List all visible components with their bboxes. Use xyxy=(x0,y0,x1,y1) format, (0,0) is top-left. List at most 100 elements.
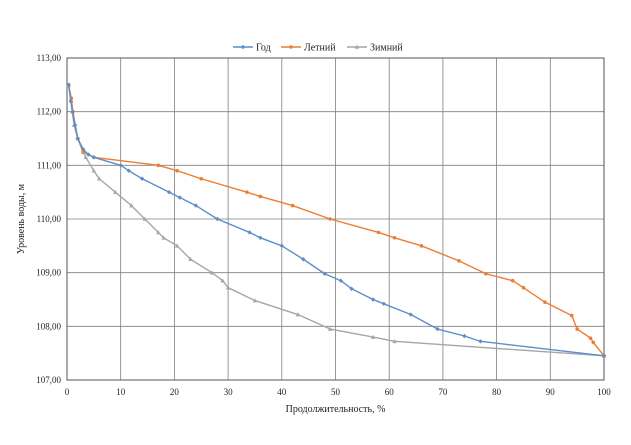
y-tick-label: 109,00 xyxy=(36,268,61,278)
data-point xyxy=(118,163,123,168)
data-point xyxy=(484,271,488,276)
x-tick-label: 90 xyxy=(546,387,556,397)
data-point xyxy=(240,44,246,50)
data-point xyxy=(392,235,397,240)
y-tick-label: 110,00 xyxy=(37,214,62,224)
x-tick-label: 80 xyxy=(492,387,502,397)
data-point xyxy=(139,176,145,181)
data-point xyxy=(75,136,80,141)
data-point xyxy=(601,353,607,359)
data-point xyxy=(72,122,78,128)
data-point xyxy=(215,216,220,222)
data-point xyxy=(457,259,461,263)
data-point xyxy=(338,278,344,283)
series-lines xyxy=(66,82,607,359)
data-point xyxy=(478,339,483,344)
legend-item: Год xyxy=(233,43,271,54)
data-point xyxy=(279,243,284,249)
data-point xyxy=(193,203,199,208)
data-point xyxy=(569,313,574,318)
data-point xyxy=(70,109,75,114)
data-point xyxy=(295,312,301,317)
data-point xyxy=(91,168,97,173)
tick-labels: 0 10 20 30 40 50 60 70 80 90 100 107,00 108,00 109,00… xyxy=(36,53,611,397)
data-point xyxy=(199,176,204,181)
data-point xyxy=(376,230,381,235)
data-point xyxy=(142,216,148,221)
data-point xyxy=(354,44,360,49)
data-point xyxy=(174,243,180,248)
data-point xyxy=(435,326,440,332)
series-1 xyxy=(66,82,607,359)
legend-label: Летний xyxy=(304,43,336,54)
y-tick-label: 108,00 xyxy=(36,321,61,331)
data-point xyxy=(258,235,263,240)
x-tick-label: 30 xyxy=(224,387,234,397)
axes xyxy=(66,57,605,381)
data-point xyxy=(66,82,71,88)
data-point xyxy=(166,189,172,195)
legend-label: Год xyxy=(256,43,271,54)
x-tick-label: 70 xyxy=(438,387,448,397)
data-point xyxy=(588,336,593,340)
legend: Год Летний Зимний xyxy=(233,43,403,54)
x-tick-label: 60 xyxy=(385,387,395,397)
x-tick-label: 0 xyxy=(65,387,70,397)
data-point xyxy=(188,256,193,262)
data-point xyxy=(68,98,73,104)
data-point xyxy=(327,326,333,331)
data-point xyxy=(156,230,161,235)
data-point xyxy=(175,168,179,173)
legend-item: Зимний xyxy=(347,43,403,54)
data-point xyxy=(521,285,526,290)
data-point xyxy=(370,297,376,302)
data-point xyxy=(156,163,161,168)
data-point xyxy=(575,327,579,331)
data-point xyxy=(97,176,102,181)
y-tick-label: 112,00 xyxy=(37,107,62,117)
data-point xyxy=(381,301,387,306)
data-point xyxy=(370,334,376,339)
data-point xyxy=(392,338,397,344)
data-point xyxy=(129,203,134,208)
data-point xyxy=(328,217,332,221)
data-point xyxy=(408,312,413,317)
data-point xyxy=(252,298,258,303)
data-point xyxy=(247,230,252,235)
data-point xyxy=(161,235,166,240)
y-tick-label: 107,00 xyxy=(36,375,61,385)
series-2 xyxy=(66,83,606,358)
data-point xyxy=(591,340,596,345)
legend-item: Летний xyxy=(281,43,336,54)
data-point xyxy=(91,155,97,160)
data-point xyxy=(245,190,249,194)
grid xyxy=(66,57,605,381)
data-point xyxy=(225,285,231,290)
data-point xyxy=(126,168,131,173)
data-point xyxy=(419,244,424,248)
data-point xyxy=(290,203,295,208)
data-point xyxy=(510,278,515,283)
y-tick-label: 113,00 xyxy=(37,53,62,63)
data-point xyxy=(462,333,467,339)
data-point xyxy=(220,278,225,283)
data-point xyxy=(209,270,215,275)
data-point xyxy=(301,257,306,262)
legend-label: Зимний xyxy=(370,43,403,54)
data-point xyxy=(80,147,86,152)
x-tick-label: 100 xyxy=(597,387,611,397)
data-point xyxy=(177,195,182,200)
x-axis-title: Продолжительность, % xyxy=(286,404,386,415)
data-point xyxy=(86,152,91,157)
data-point xyxy=(543,300,547,304)
data-point xyxy=(83,154,88,160)
data-point xyxy=(113,189,118,194)
x-tick-label: 40 xyxy=(277,387,287,397)
data-point xyxy=(322,271,327,276)
data-point xyxy=(258,194,263,199)
series-line xyxy=(67,84,605,357)
data-point xyxy=(349,286,354,291)
plot-area-border xyxy=(66,57,605,381)
x-tick-label: 20 xyxy=(170,387,180,397)
